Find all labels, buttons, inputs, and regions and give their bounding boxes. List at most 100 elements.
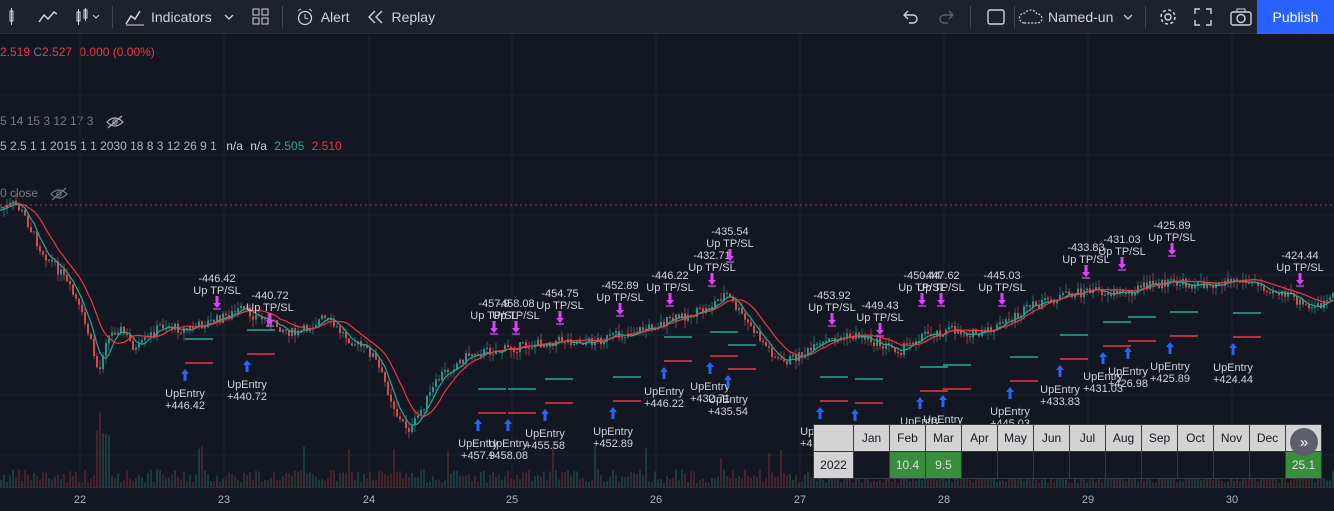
volume-bar	[348, 449, 350, 487]
volume-bar	[765, 477, 767, 487]
volume-bar	[165, 478, 167, 487]
volume-bar	[195, 474, 197, 487]
volume-bar	[1314, 482, 1316, 487]
bar-style-icon[interactable]	[66, 0, 108, 34]
eye-off-icon[interactable]	[49, 187, 69, 201]
indicators-button[interactable]: Indicators	[117, 0, 244, 34]
candle-body	[12, 200, 14, 203]
volume-bar	[855, 473, 857, 487]
eye-off-icon[interactable]	[105, 115, 125, 129]
candle-body	[840, 337, 842, 339]
time-tick-label: 29	[1081, 494, 1095, 506]
volume-bar	[540, 476, 542, 487]
indicator2-legend[interactable]: 5 2.5 1 1 2015 1 1 2030 18 8 3 12 26 9 1…	[0, 139, 342, 153]
candle-body	[291, 328, 293, 336]
candle-body	[30, 227, 32, 232]
volume-bar	[357, 471, 359, 487]
time-axis[interactable]: 22 23 24 25 26 27 28 29 30	[0, 487, 1334, 511]
replay-button[interactable]: Replay	[358, 0, 444, 34]
volume-bar	[693, 472, 695, 487]
toolbar-divider	[970, 6, 971, 28]
candle-body	[996, 324, 998, 331]
candle-body	[573, 344, 575, 346]
monthly-returns-table: Jan Feb Mar Apr May Jun Jul Aug Sep Oct …	[813, 424, 1322, 479]
candle-body	[426, 395, 428, 410]
volume-bar	[1281, 475, 1283, 487]
candle-body	[897, 351, 899, 353]
candle-body	[63, 269, 65, 275]
candle-body	[1287, 291, 1289, 297]
candle-body	[621, 337, 623, 339]
volume-bar	[1317, 476, 1319, 487]
entry-label: UpEntry	[525, 428, 565, 440]
candle-body	[351, 343, 353, 346]
volume-bar	[1005, 482, 1007, 487]
volume-bar	[69, 471, 71, 487]
volume-bar	[1206, 471, 1208, 487]
camera-icon[interactable]	[1222, 0, 1260, 34]
time-tick-label: 23	[217, 494, 231, 506]
candle-body	[1017, 312, 1019, 318]
candle-body	[801, 352, 803, 358]
volume-bar	[417, 476, 419, 487]
volume-bar	[1257, 481, 1259, 487]
candles-icon[interactable]	[0, 0, 30, 34]
candle-body	[210, 319, 212, 321]
volume-bar	[1287, 482, 1289, 487]
volume-bar	[462, 475, 464, 487]
volume-bar	[246, 475, 248, 487]
candle-body	[564, 342, 566, 344]
single-layout-icon[interactable]	[978, 0, 1014, 34]
gear-icon[interactable]	[1150, 0, 1186, 34]
volume-bar	[1260, 476, 1262, 487]
volume-bar	[906, 470, 908, 487]
candle-body	[1002, 322, 1004, 324]
volume-bar	[96, 430, 98, 487]
candle-body	[651, 324, 653, 330]
publish-button[interactable]: Publish	[1257, 0, 1334, 34]
volume-bar	[18, 469, 20, 487]
candle-body	[429, 392, 431, 396]
indicator1-params: 5 14 15 3 12 17 3	[0, 114, 94, 128]
candle-body	[1317, 303, 1319, 307]
candle-body	[714, 301, 716, 307]
candle-body	[882, 346, 884, 349]
volume-bar	[318, 479, 320, 487]
volume-bar	[93, 475, 95, 487]
fullscreen-icon[interactable]	[1186, 0, 1220, 34]
indicator1-legend[interactable]: 5 14 15 3 12 17 3	[0, 114, 125, 129]
month-header: Aug	[1105, 424, 1142, 452]
candle-body	[669, 317, 671, 319]
volume-bar	[702, 478, 704, 487]
volume-bar	[1323, 478, 1325, 487]
volume-bar	[489, 474, 491, 487]
exit-label: Up TP/SL	[1148, 232, 1196, 244]
redo-icon[interactable]	[930, 0, 964, 34]
alert-label: Alert	[320, 8, 350, 25]
candle-body	[462, 359, 464, 364]
layout-name-button[interactable]: Named-un	[1010, 0, 1143, 34]
volume-bar	[420, 469, 422, 487]
candle-body	[783, 359, 785, 362]
entry-label: UpEntry	[990, 406, 1030, 418]
candle-body	[198, 321, 200, 327]
indicator3-legend[interactable]: 0 close	[0, 186, 69, 201]
line-chart-icon[interactable]	[30, 0, 66, 34]
candle-body	[78, 298, 80, 305]
indicator2-na1: n/a	[226, 139, 243, 153]
alert-button[interactable]: Alert	[287, 0, 358, 34]
candle-body	[912, 342, 914, 345]
candle-body	[1212, 285, 1214, 288]
volume-bar	[1137, 482, 1139, 487]
volume-bar	[471, 481, 473, 487]
scroll-right-icon[interactable]: »	[1290, 428, 1318, 456]
volume-bar	[1152, 482, 1154, 487]
candle-body	[1080, 288, 1082, 298]
volume-bar	[339, 473, 341, 487]
templates-grid-icon[interactable]	[244, 0, 278, 34]
candle-body	[1101, 289, 1103, 296]
candle-body	[120, 326, 122, 333]
undo-icon[interactable]	[893, 0, 927, 34]
volume-bar	[474, 476, 476, 487]
